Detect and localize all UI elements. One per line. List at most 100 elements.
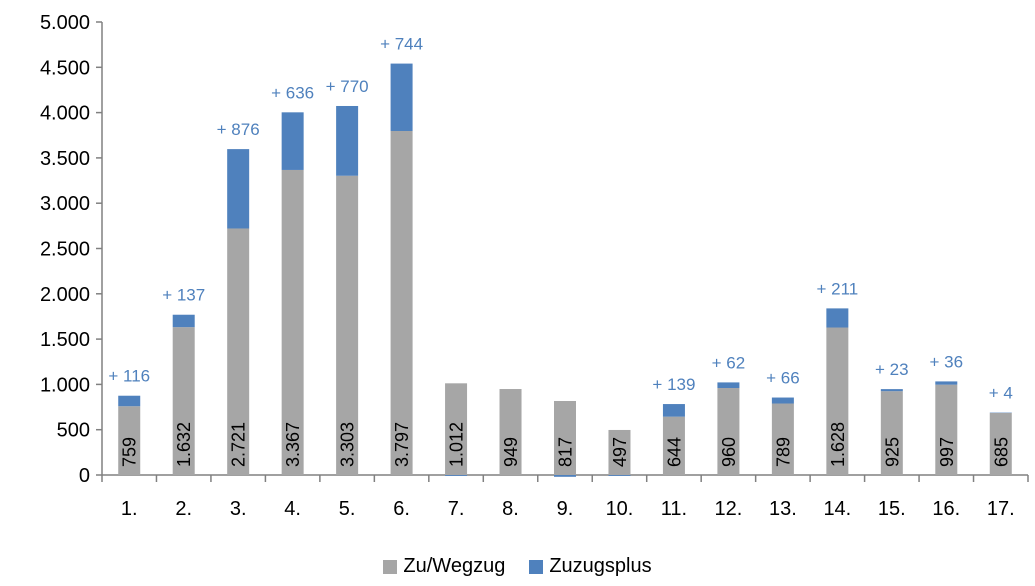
y-tick-label: 4.000 [40,103,90,125]
x-category-label: 11. [661,498,687,520]
bar-zuzugsplus [717,382,740,389]
bar-value-label: 997 [937,437,957,467]
bar-value-label: 1.632 [174,422,194,467]
plus-value-label: + 770 [326,77,369,96]
legend-item-zuzugsplus[interactable]: Zuzugsplus [529,555,652,578]
x-category-label: 17. [987,498,1015,520]
x-category-label: 5. [339,498,356,520]
bar-zuzugsplus [662,404,685,417]
plus-value-label: + 66 [766,369,800,388]
bar-labels: 759 + 116 1.632 + 137 2.721 + 876 3.367 + 636 3.… [108,35,1012,467]
bar-value-label: 759 [120,437,140,467]
x-category-label: 8. [502,498,519,520]
bar-zuzugsplus [771,397,794,404]
bar-zu-wegzug [499,389,522,475]
bar-zuzugsplus [227,149,250,229]
bar-zuzugsplus [935,381,958,385]
bar-value-label: 1.012 [447,422,467,467]
y-tick-label: 2.000 [40,284,90,306]
plus-value-label: + 211 [816,279,858,298]
bar-zu-wegzug [227,228,250,475]
x-category-label: 12. [715,498,743,520]
x-category-label: 4. [284,498,301,520]
y-tick-label: 0 [79,465,90,487]
bar-zu-wegzug [880,391,903,475]
x-category-label: 6. [393,498,410,520]
y-axis: 0 500 1.000 1.500 2.000 2.500 3.000 3.500 4.000 4… [40,12,103,487]
bar-zuzugsplus [172,314,195,328]
stacked-bar-chart: 0 500 1.000 1.500 2.000 2.500 3.000 3.500 4.000 4… [40,12,1029,520]
x-category-label: 15. [878,498,906,520]
bar-value-label: 685 [991,437,1011,467]
plus-value-label: + 876 [217,120,260,139]
bar-zu-wegzug [445,383,468,475]
x-category-label: 1. [121,498,138,520]
bar-value-label: 3.797 [392,422,412,467]
y-tick-label: 1.000 [40,374,90,396]
bar-value-label: 644 [664,437,684,467]
plus-value-label: + 744 [380,35,423,54]
legend-swatch-zuzugsplus [529,559,544,574]
bar-zuzugsplus [608,475,631,476]
legend-item-zu-wegzug[interactable]: Zu/Wegzug [383,555,505,578]
x-category-label: 14. [823,498,851,520]
bar-zuzugsplus [880,389,903,392]
x-category-label: 10. [606,498,634,520]
x-axis: 1. 2. 3. 4. 5. 6. 7. 8. 9. 10. 11. 12. 13. 14. 15. 16. 1… [101,474,1029,520]
x-category-label: 7. [448,498,465,520]
plus-value-label: + 116 [108,367,150,386]
x-category-label: 16. [932,498,960,520]
x-category-label: 2. [175,498,192,520]
bar-zu-wegzug [662,416,685,475]
bar-zuzugsplus [445,475,468,476]
plus-value-label: + 23 [875,360,909,379]
y-tick-label: 5.000 [40,12,90,34]
bar-value-label: 789 [773,437,793,467]
plus-value-label: + 4 [989,384,1013,403]
plus-value-label: + 137 [162,286,205,305]
bar-zu-wegzug [172,327,195,475]
plus-value-label: + 139 [652,375,695,394]
plus-value-label: + 62 [712,353,746,372]
bar-zu-wegzug [336,175,359,475]
bar-zu-wegzug [608,429,631,475]
bars [118,63,1012,477]
y-tick-label: 4.500 [40,57,90,79]
y-tick-label: 3.500 [40,148,90,170]
x-category-label: 13. [769,498,797,520]
bar-value-label: 3.303 [338,422,358,467]
bar-zuzugsplus [826,308,849,328]
plus-value-label: + 636 [271,83,314,102]
x-category-label: 3. [230,498,247,520]
plus-value-label: + 36 [930,352,964,371]
bar-zu-wegzug [826,327,849,475]
bar-zu-wegzug [989,412,1012,475]
bar-value-label: 2.721 [229,422,249,467]
bar-zu-wegzug [717,388,740,475]
bar-value-label: 3.367 [283,422,303,467]
bar-zuzugsplus [281,112,304,170]
bar-zuzugsplus [336,105,359,176]
x-category-label: 9. [557,498,574,520]
bar-value-label: 949 [501,437,521,467]
y-tick-label: 3.000 [40,193,90,215]
legend: Zu/Wegzug Zuzugsplus [0,555,1035,578]
bar-value-label: 817 [556,437,576,467]
bar-value-label: 1.628 [828,422,848,467]
y-tick-label: 500 [57,420,90,442]
bar-zuzugsplus [390,63,413,131]
bar-zuzugsplus [554,475,576,477]
bar-value-label: 497 [610,437,630,467]
bar-zuzugsplus [118,395,141,407]
bar-zu-wegzug [935,384,958,475]
legend-swatch-zu-wegzug [383,559,398,574]
legend-label-zuzugsplus: Zuzugsplus [549,555,652,577]
y-tick-label: 1.500 [40,329,90,351]
bar-zu-wegzug [281,169,304,475]
bar-zu-wegzug [771,403,794,475]
y-tick-label: 2.500 [40,239,90,261]
bar-zu-wegzug [554,400,576,475]
bar-zu-wegzug [390,130,413,475]
bar-zu-wegzug [118,406,141,475]
bar-value-label: 960 [719,437,739,467]
